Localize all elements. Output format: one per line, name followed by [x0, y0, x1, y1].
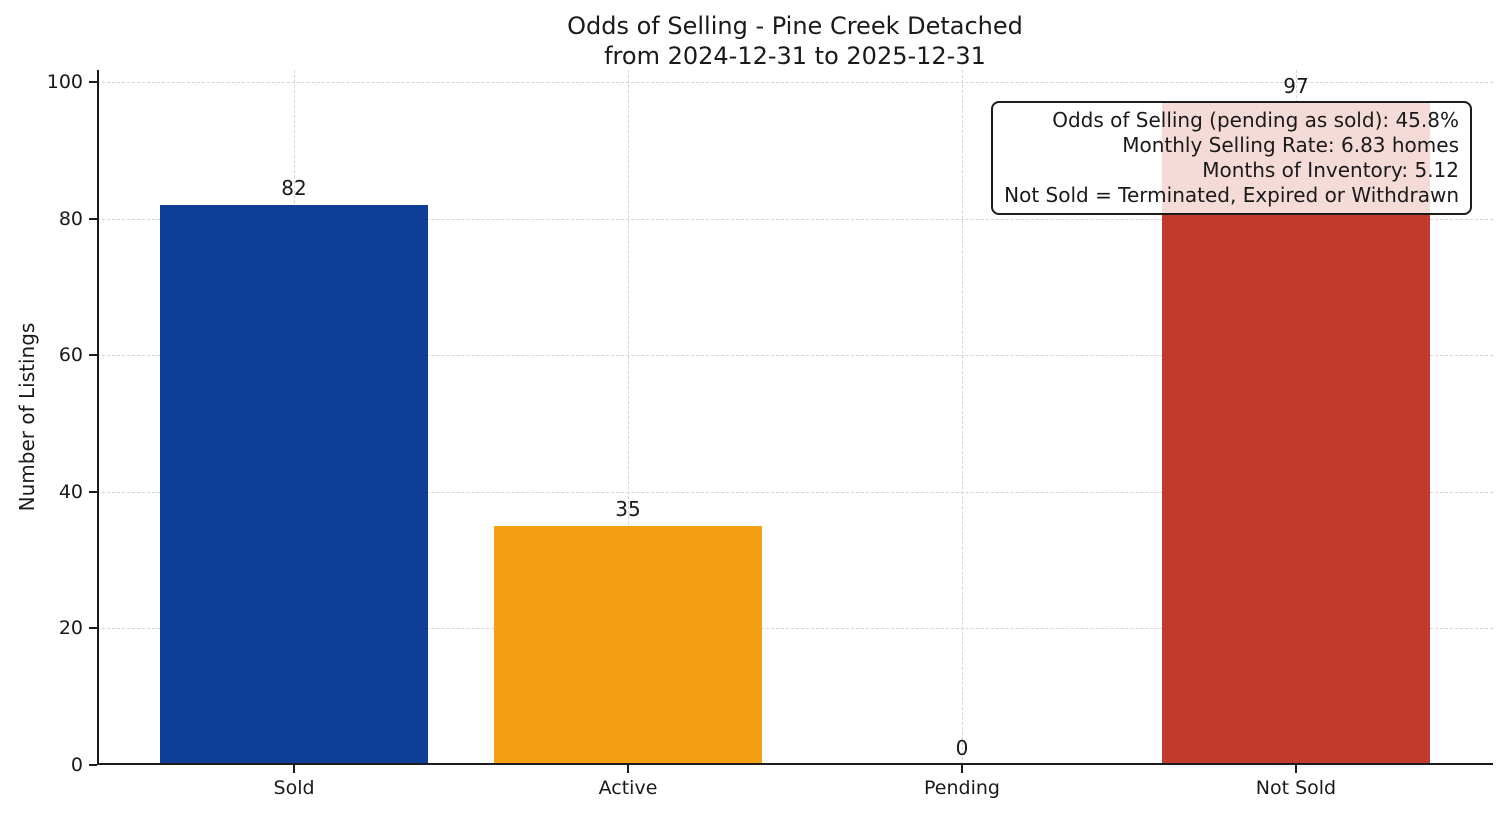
y-tick-mark-20: [89, 627, 97, 630]
grid-line-y-40: [97, 491, 1493, 493]
y-tick-label-40: 40: [58, 480, 83, 503]
y-tick-label-100: 100: [46, 71, 83, 94]
annotation-odds-of-selling: Odds of Selling (pending as sold): 45.8%: [1052, 108, 1459, 132]
x-tick-mark-pending: [960, 765, 963, 773]
annotation-not-sold-definition: Not Sold = Terminated, Expired or Withdr…: [1004, 183, 1459, 207]
bar-value-label-pending: 0: [955, 736, 969, 760]
y-tick-label-60: 60: [58, 344, 83, 367]
y-tick-label-20: 20: [58, 617, 83, 640]
chart-title-line1: Odds of Selling - Pine Creek Detached: [567, 12, 1023, 40]
annotation-monthly-selling-rate: Monthly Selling Rate: 6.83 homes: [1122, 133, 1459, 157]
grid-line-y-100: [97, 82, 1493, 84]
bar-value-label-active: 35: [615, 497, 641, 522]
bar-sold: [160, 205, 428, 765]
x-tick-label-pending: Pending: [924, 777, 1000, 799]
bar-value-label-sold: 82: [281, 176, 307, 201]
y-tick-mark-100: [89, 81, 97, 84]
y-tick-mark-40: [89, 490, 97, 493]
annotation-months-of-inventory: Months of Inventory: 5.12: [1202, 158, 1459, 182]
x-tick-mark-not-sold: [1294, 765, 1297, 773]
grid-line-y-80: [97, 218, 1493, 220]
y-tick-mark-60: [89, 354, 97, 357]
x-tick-label-active: Active: [598, 777, 658, 799]
x-tick-mark-sold: [293, 765, 296, 773]
grid-line-x-active: [628, 70, 629, 765]
y-tick-mark-0: [89, 764, 97, 766]
y-tick-label-0: 0: [70, 754, 83, 776]
chart-title: Odds of Selling - Pine Creek Detached fr…: [97, 11, 1493, 71]
stats-annotation-box: Odds of Selling (pending as sold): 45.8%…: [991, 101, 1472, 215]
bar-active: [494, 526, 762, 765]
grid-line-x-pending: [961, 70, 963, 765]
chart-title-line2: from 2024-12-31 to 2025-12-31: [604, 42, 986, 70]
grid-line-y-20: [97, 628, 1493, 630]
x-tick-label-not-sold: Not Sold: [1255, 777, 1337, 799]
bar-value-label-not-sold: 97: [1283, 73, 1309, 98]
y-tick-mark-80: [89, 217, 97, 220]
x-tick-mark-active: [627, 765, 629, 773]
y-tick-label-80: 80: [58, 207, 83, 230]
x-tick-label-sold: Sold: [273, 777, 315, 799]
grid-line-y-60: [97, 355, 1493, 357]
